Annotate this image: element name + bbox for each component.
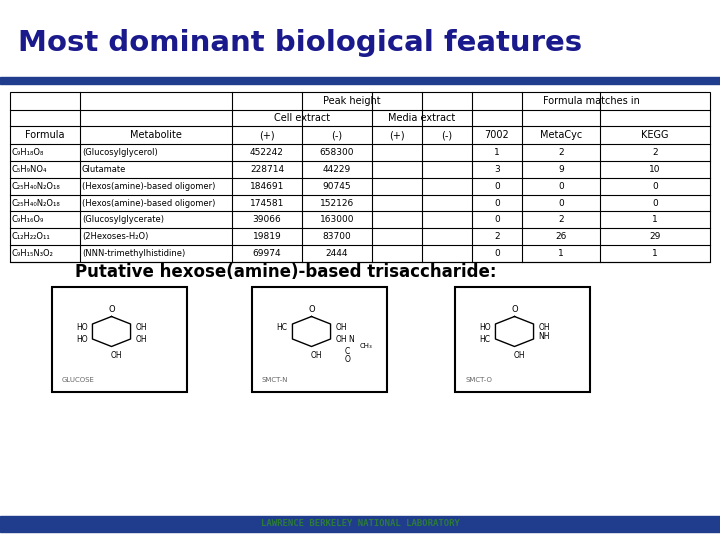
Text: 174581: 174581 xyxy=(250,199,284,207)
Text: (+): (+) xyxy=(390,130,405,140)
Text: 3: 3 xyxy=(494,165,500,174)
Text: OH: OH xyxy=(135,323,147,332)
Text: LAWRENCE BERKELEY NATIONAL LABORATORY: LAWRENCE BERKELEY NATIONAL LABORATORY xyxy=(261,519,459,529)
Text: (+): (+) xyxy=(259,130,275,140)
Text: 2: 2 xyxy=(652,148,658,157)
Bar xyxy=(52,287,187,392)
Text: N: N xyxy=(348,335,354,344)
Bar xyxy=(10,92,710,262)
Text: 2: 2 xyxy=(558,215,564,224)
Text: 19819: 19819 xyxy=(253,232,282,241)
Text: (2Hexoses-H₂O): (2Hexoses-H₂O) xyxy=(82,232,148,241)
Text: (Glucosylglycerol): (Glucosylglycerol) xyxy=(82,148,158,157)
Text: 184691: 184691 xyxy=(250,181,284,191)
Text: 90745: 90745 xyxy=(323,181,351,191)
Text: O: O xyxy=(108,305,114,314)
Text: 1: 1 xyxy=(494,148,500,157)
Text: C: C xyxy=(345,347,350,356)
Text: C₅H₉NO₄: C₅H₉NO₄ xyxy=(12,165,48,174)
Text: 39066: 39066 xyxy=(253,215,282,224)
Text: OH: OH xyxy=(336,323,347,332)
Text: OH: OH xyxy=(135,335,147,344)
Text: 9: 9 xyxy=(558,165,564,174)
Text: 0: 0 xyxy=(558,181,564,191)
Bar xyxy=(455,287,590,392)
Text: (NNN-trimethylhistidine): (NNN-trimethylhistidine) xyxy=(82,249,185,258)
Text: Formula matches in: Formula matches in xyxy=(543,96,639,106)
Text: (-): (-) xyxy=(441,130,453,140)
Text: Formula: Formula xyxy=(25,130,65,140)
Text: 152126: 152126 xyxy=(320,199,354,207)
Text: 0: 0 xyxy=(652,199,658,207)
Text: O: O xyxy=(308,305,315,314)
Text: 2: 2 xyxy=(494,232,500,241)
Text: Cell extract: Cell extract xyxy=(274,113,330,123)
Text: 83700: 83700 xyxy=(323,232,351,241)
Text: 0: 0 xyxy=(494,215,500,224)
Text: NH: NH xyxy=(539,332,550,341)
Text: C₂₅H₄₀N₂O₁₈: C₂₅H₄₀N₂O₁₈ xyxy=(12,199,60,207)
Text: 228714: 228714 xyxy=(250,165,284,174)
Text: 1: 1 xyxy=(558,249,564,258)
Text: (-): (-) xyxy=(331,130,343,140)
Bar xyxy=(0,516,720,532)
Text: C₉H₁₆O₉: C₉H₁₆O₉ xyxy=(12,215,45,224)
Text: O: O xyxy=(511,305,518,314)
Text: 0: 0 xyxy=(558,199,564,207)
Text: HO: HO xyxy=(76,323,88,332)
Text: Metabolite: Metabolite xyxy=(130,130,182,140)
Text: 452242: 452242 xyxy=(250,148,284,157)
Text: 0: 0 xyxy=(494,199,500,207)
Text: CH₃: CH₃ xyxy=(359,342,372,348)
Text: HO: HO xyxy=(76,335,88,344)
Text: HC: HC xyxy=(480,335,490,344)
Text: O: O xyxy=(345,355,351,364)
Text: SMCT-O: SMCT-O xyxy=(465,377,492,383)
Text: 0: 0 xyxy=(494,181,500,191)
Text: HO: HO xyxy=(479,323,490,332)
Text: (Hexos(amine)-based oligomer): (Hexos(amine)-based oligomer) xyxy=(82,199,215,207)
Text: OH: OH xyxy=(539,323,550,332)
Bar xyxy=(0,0,720,77)
Text: Media extract: Media extract xyxy=(388,113,456,123)
Text: GLUCOSE: GLUCOSE xyxy=(62,377,95,383)
Text: OH: OH xyxy=(111,352,122,361)
Text: 163000: 163000 xyxy=(320,215,354,224)
Text: MetaCyc: MetaCyc xyxy=(540,130,582,140)
Text: OH: OH xyxy=(336,335,347,344)
Text: C₁₂H₂₂O₁₁: C₁₂H₂₂O₁₁ xyxy=(12,232,50,241)
Text: 1: 1 xyxy=(652,215,658,224)
Text: 29: 29 xyxy=(649,232,661,241)
Text: 2444: 2444 xyxy=(325,249,348,258)
Text: Putative hexose(amine)-based trisaccharide:: Putative hexose(amine)-based trisacchari… xyxy=(75,263,497,281)
Text: SMCT-N: SMCT-N xyxy=(262,377,289,383)
Text: 0: 0 xyxy=(494,249,500,258)
Text: 26: 26 xyxy=(555,232,567,241)
Bar xyxy=(0,77,720,84)
Text: 658300: 658300 xyxy=(320,148,354,157)
Text: C₂₅H₄₀N₂O₁₈: C₂₅H₄₀N₂O₁₈ xyxy=(12,181,60,191)
Text: 2: 2 xyxy=(558,148,564,157)
Text: HC: HC xyxy=(276,323,287,332)
Text: Peak height: Peak height xyxy=(323,96,381,106)
Text: (Glucosylglycerate): (Glucosylglycerate) xyxy=(82,215,164,224)
Text: C₉H₁₈O₈: C₉H₁₈O₈ xyxy=(12,148,45,157)
Text: C₉H₁₅N₃O₂: C₉H₁₅N₃O₂ xyxy=(12,249,54,258)
Text: OH: OH xyxy=(513,352,526,361)
Text: 1: 1 xyxy=(652,249,658,258)
Text: Glutamate: Glutamate xyxy=(82,165,127,174)
Text: Most dominant biological features: Most dominant biological features xyxy=(18,29,582,57)
Text: 0: 0 xyxy=(652,181,658,191)
Text: 44229: 44229 xyxy=(323,165,351,174)
Text: (Hexos(amine)-based oligomer): (Hexos(amine)-based oligomer) xyxy=(82,181,215,191)
Bar xyxy=(252,287,387,392)
Text: 10: 10 xyxy=(649,165,661,174)
Text: OH: OH xyxy=(311,352,323,361)
Text: KEGG: KEGG xyxy=(642,130,669,140)
Text: 69974: 69974 xyxy=(253,249,282,258)
Text: 7002: 7002 xyxy=(485,130,509,140)
